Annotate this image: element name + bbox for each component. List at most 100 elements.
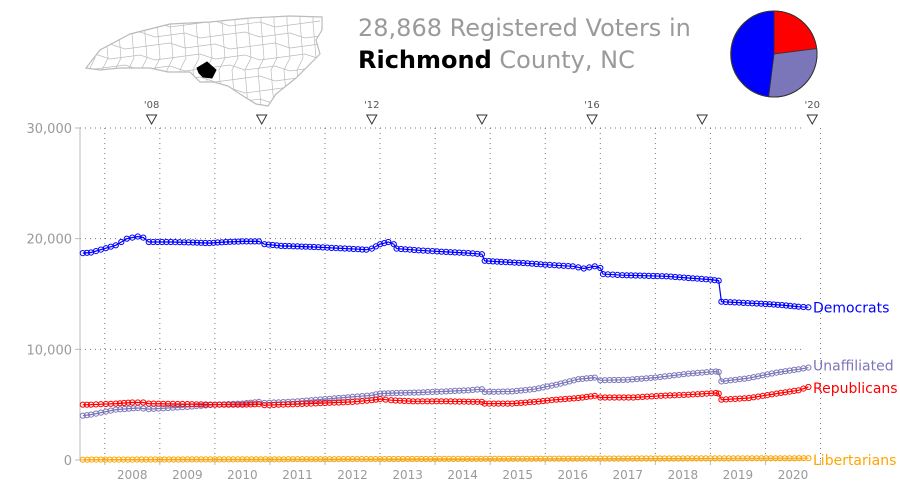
- data-point-libertarians: [500, 455, 507, 462]
- x-tick-label-9: 2017: [613, 468, 644, 482]
- data-point-democrats: [515, 259, 522, 266]
- data-point-democrats: [628, 272, 635, 279]
- data-point-unaffiliated: [420, 389, 427, 396]
- plot-axes: 0 10,000 20,000 30,000 2008 2009 2010 2011 2012 2…: [27, 100, 822, 482]
- series-label-republicans: Republicans: [813, 381, 898, 397]
- data-point-republicans: [410, 398, 417, 405]
- data-point-unaffiliated: [465, 387, 472, 394]
- series-labels: Democrats Unaffiliated Republicans Libertar…: [813, 300, 898, 469]
- data-point-libertarians: [578, 455, 586, 462]
- data-point-unaffiliated: [381, 390, 388, 397]
- data-point-republicans: [294, 401, 301, 408]
- data-point-republicans: [312, 400, 319, 407]
- data-point-libertarians: [620, 455, 627, 462]
- data-point-democrats: [758, 300, 765, 307]
- data-point-democrats: [243, 238, 250, 245]
- data-point-republicans: [526, 399, 533, 406]
- data-point-democrats: [533, 260, 540, 268]
- x-tick-label-3: 2011: [282, 468, 313, 482]
- x-tick-label-6: 2014: [447, 468, 478, 482]
- data-point-libertarians: [744, 455, 751, 462]
- y-tick-label-1: 10,000: [27, 343, 73, 358]
- data-point-democrats: [145, 238, 152, 246]
- data-point-libertarians: [679, 455, 687, 462]
- data-point-republicans: [125, 399, 132, 406]
- data-point-unaffiliated: [539, 384, 547, 391]
- data-point-unaffiliated: [335, 394, 342, 402]
- data-point-libertarians: [152, 456, 159, 463]
- richmond-county-highlight: [196, 61, 217, 79]
- data-point-libertarians: [795, 455, 803, 462]
- data-point-republicans: [433, 398, 440, 405]
- data-point-libertarians: [693, 455, 700, 462]
- data-point-democrats: [158, 238, 166, 246]
- data-point-libertarians: [120, 456, 127, 463]
- data-point-democrats: [261, 241, 268, 248]
- data-point-democrats: [774, 301, 781, 308]
- data-point-libertarians: [312, 456, 319, 463]
- data-point-libertarians: [248, 456, 255, 463]
- data-point-democrats: [485, 258, 492, 265]
- data-point-unaffiliated: [741, 375, 748, 382]
- data-point-democrats: [791, 303, 798, 310]
- data-point-democrats: [140, 234, 147, 241]
- data-point-democrats: [707, 276, 714, 283]
- data-point-democrats: [569, 263, 576, 270]
- data-point-republicans: [317, 400, 324, 407]
- data-point-libertarians: [409, 455, 416, 463]
- data-point-republicans: [531, 398, 538, 405]
- data-point-unaffiliated: [732, 376, 739, 383]
- x-tick-label-1: 2009: [172, 468, 203, 482]
- data-point-democrats: [498, 258, 505, 265]
- data-point-libertarians: [772, 455, 779, 462]
- data-point-libertarians: [767, 455, 774, 462]
- data-point-unaffiliated: [647, 374, 654, 381]
- data-point-libertarians: [569, 455, 576, 462]
- data-point-democrats: [363, 246, 370, 253]
- data-point-republicans: [727, 396, 734, 403]
- data-point-libertarians: [455, 455, 462, 462]
- data-point-republicans: [255, 401, 262, 408]
- data-point-unaffiliated: [601, 377, 609, 384]
- data-point-unaffiliated: [620, 376, 627, 383]
- data-point-democrats: [112, 242, 119, 249]
- data-point-republicans: [522, 399, 529, 406]
- data-point-democrats: [575, 264, 582, 271]
- data-point-republicans: [368, 397, 375, 404]
- data-point-democrats: [632, 272, 639, 279]
- data-point-republicans: [634, 394, 642, 401]
- data-point-democrats: [239, 238, 246, 245]
- data-point-libertarians: [422, 455, 429, 463]
- data-point-democrats: [542, 261, 549, 268]
- data-point-unaffiliated: [526, 386, 533, 393]
- data-point-libertarians: [441, 455, 448, 462]
- data-point-unaffiliated: [415, 389, 422, 396]
- data-point-libertarians: [234, 456, 241, 463]
- data-point-democrats: [702, 276, 710, 283]
- data-point-libertarians: [707, 455, 714, 462]
- data-point-democrats: [718, 298, 725, 305]
- data-point-republicans: [570, 395, 578, 402]
- data-point-republicans: [732, 395, 739, 402]
- data-point-republicans: [587, 393, 594, 400]
- series-line-libertarians: [82, 457, 809, 461]
- data-point-republicans: [396, 397, 403, 404]
- data-point-republicans: [460, 398, 468, 405]
- data-point-unaffiliated: [583, 375, 590, 382]
- data-point-republicans: [597, 394, 604, 401]
- data-point-democrats: [597, 264, 604, 272]
- data-point-libertarians: [647, 455, 654, 462]
- series-lines: [79, 233, 812, 463]
- data-point-libertarians: [271, 456, 278, 463]
- data-point-libertarians: [583, 455, 590, 462]
- data-point-unaffiliated: [121, 405, 128, 413]
- data-point-democrats: [390, 241, 397, 248]
- data-point-unaffiliated: [643, 375, 650, 382]
- x-tick-label-4: 2012: [337, 468, 368, 482]
- data-point-republicans: [666, 392, 674, 399]
- election-label-6: '20: [805, 100, 820, 111]
- data-point-unaffiliated: [611, 376, 618, 384]
- data-point-democrats: [306, 243, 313, 250]
- data-point-republicans: [140, 399, 147, 406]
